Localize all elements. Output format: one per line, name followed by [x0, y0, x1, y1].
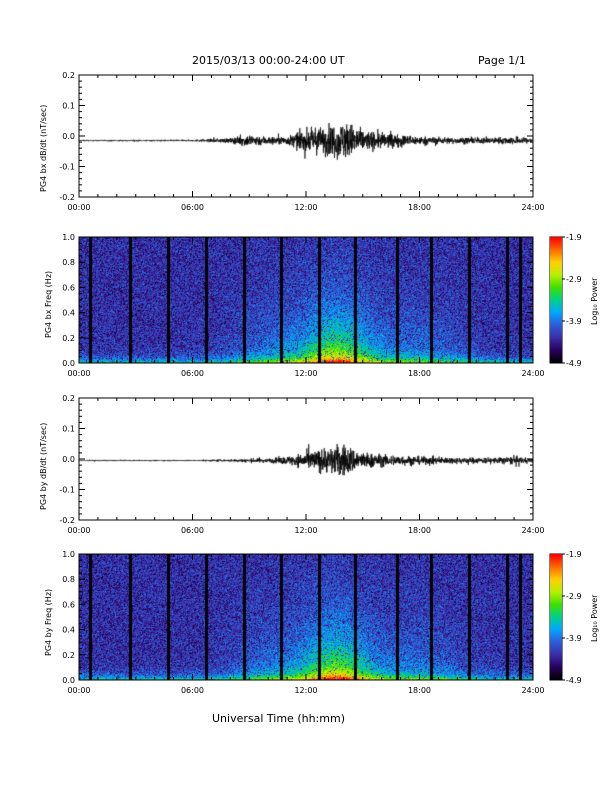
- x-tick-label: 18:00: [408, 526, 431, 535]
- y-tick-label: 0.2: [62, 334, 75, 343]
- x-tick-label: 06:00: [181, 686, 204, 695]
- x-tick-label: 24:00: [521, 203, 544, 212]
- x-tick-label: 06:00: [181, 526, 204, 535]
- y-tick-label: -0.2: [59, 193, 75, 202]
- y-tick-label: 0.1: [62, 102, 75, 111]
- by-dbdt-waveform: [79, 398, 533, 520]
- x-tick-label: 00:00: [67, 686, 90, 695]
- x-tick-label: 18:00: [408, 686, 431, 695]
- bx-dbdt-waveform: [79, 75, 533, 197]
- x-tick-label: 12:00: [294, 369, 317, 378]
- x-tick-label: 12:00: [294, 203, 317, 212]
- y-tick-label: -0.2: [59, 516, 75, 525]
- page-title: 2015/03/13 00:00-24:00 UT: [192, 54, 345, 67]
- x-tick-label: 06:00: [181, 369, 204, 378]
- y-tick-label: 0.0: [62, 676, 75, 685]
- x-tick-label: 24:00: [521, 369, 544, 378]
- colorbar-tick-label: -2.9: [566, 592, 582, 601]
- plot-frame: [78, 553, 534, 681]
- colorbar-tick-label: -3.9: [566, 317, 582, 326]
- y-tick-label: 0.0: [62, 132, 75, 141]
- x-tick-label: 00:00: [67, 203, 90, 212]
- x-tick-label: 24:00: [521, 526, 544, 535]
- colorbar-tick-label: -1.9: [566, 550, 582, 559]
- y-tick-label: 0.8: [62, 258, 75, 267]
- y-tick-label: 0.8: [62, 575, 75, 584]
- y-tick-label: 1.0: [62, 550, 75, 559]
- by-freq-ylabel: PG4 by Freq (Hz): [44, 588, 53, 656]
- colorbar-tick-label: -3.9: [566, 634, 582, 643]
- y-tick-label: 0.2: [62, 651, 75, 660]
- y-tick-label: -0.1: [59, 163, 75, 172]
- y-tick-label: 0.6: [62, 600, 75, 609]
- bx-colorbar: [550, 237, 562, 363]
- colorbar-tick-label: -4.9: [566, 676, 582, 685]
- y-tick-label: 0.4: [62, 309, 75, 318]
- x-axis-label: Universal Time (hh:mm): [212, 712, 345, 725]
- by-colorbar: [550, 554, 562, 680]
- x-tick-label: 12:00: [294, 686, 317, 695]
- y-tick-label: 0.2: [62, 394, 75, 403]
- y-tick-label: 0.0: [62, 359, 75, 368]
- x-tick-label: 00:00: [67, 526, 90, 535]
- y-tick-label: 0.0: [62, 455, 75, 464]
- x-tick-label: 18:00: [408, 369, 431, 378]
- x-tick-label: 06:00: [181, 203, 204, 212]
- y-tick-label: 0.6: [62, 283, 75, 292]
- bx-frequency-spectrogram: [79, 237, 533, 363]
- colorbar-tick-label: -2.9: [566, 275, 582, 284]
- page-number: Page 1/1: [478, 54, 526, 67]
- x-tick-label: 24:00: [521, 686, 544, 695]
- y-tick-label: 1.0: [62, 233, 75, 242]
- y-tick-label: 0.1: [62, 425, 75, 434]
- by-colorbar-label: Log₁₀ Power: [590, 594, 599, 642]
- y-tick-label: -0.1: [59, 486, 75, 495]
- by-frequency-spectrogram: [79, 554, 533, 680]
- y-tick-label: 0.4: [62, 626, 75, 635]
- colorbar-tick-label: -1.9: [566, 233, 582, 242]
- colorbar-tick-label: -4.9: [566, 359, 582, 368]
- y-tick-label: 0.2: [62, 71, 75, 80]
- x-tick-label: 12:00: [294, 526, 317, 535]
- x-tick-label: 18:00: [408, 203, 431, 212]
- x-tick-label: 00:00: [67, 369, 90, 378]
